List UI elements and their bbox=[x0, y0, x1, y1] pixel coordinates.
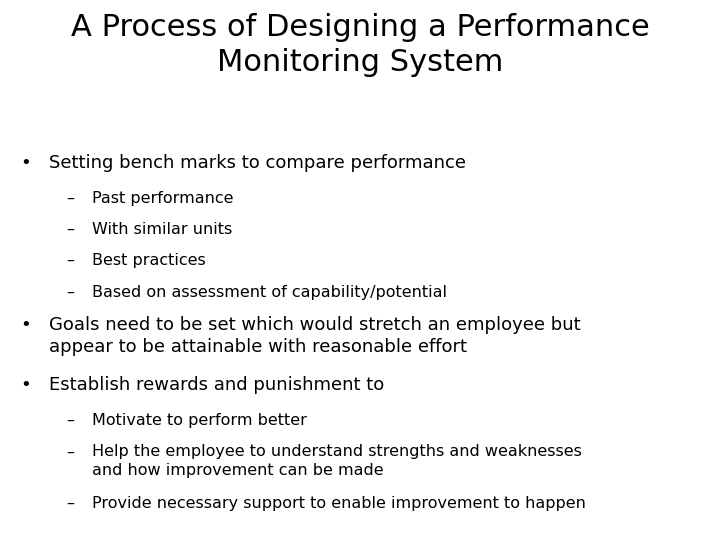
Text: –: – bbox=[66, 285, 74, 300]
Text: Past performance: Past performance bbox=[92, 191, 234, 206]
Text: •: • bbox=[20, 154, 31, 172]
Text: •: • bbox=[20, 376, 31, 394]
Text: –: – bbox=[66, 222, 74, 237]
Text: –: – bbox=[66, 191, 74, 206]
Text: Setting bench marks to compare performance: Setting bench marks to compare performan… bbox=[49, 154, 466, 172]
Text: Establish rewards and punishment to: Establish rewards and punishment to bbox=[49, 376, 384, 394]
Text: Help the employee to understand strengths and weaknesses
and how improvement can: Help the employee to understand strength… bbox=[92, 444, 582, 478]
Text: Based on assessment of capability/potential: Based on assessment of capability/potent… bbox=[92, 285, 447, 300]
Text: Motivate to perform better: Motivate to perform better bbox=[92, 413, 307, 428]
Text: –: – bbox=[66, 444, 74, 460]
Text: A Process of Designing a Performance
Monitoring System: A Process of Designing a Performance Mon… bbox=[71, 14, 649, 77]
Text: Best practices: Best practices bbox=[92, 253, 206, 268]
Text: –: – bbox=[66, 413, 74, 428]
Text: –: – bbox=[66, 496, 74, 511]
Text: •: • bbox=[20, 316, 31, 334]
Text: With similar units: With similar units bbox=[92, 222, 233, 237]
Text: Goals need to be set which would stretch an employee but
appear to be attainable: Goals need to be set which would stretch… bbox=[49, 316, 580, 356]
Text: Provide necessary support to enable improvement to happen: Provide necessary support to enable impr… bbox=[92, 496, 586, 511]
Text: –: – bbox=[66, 253, 74, 268]
